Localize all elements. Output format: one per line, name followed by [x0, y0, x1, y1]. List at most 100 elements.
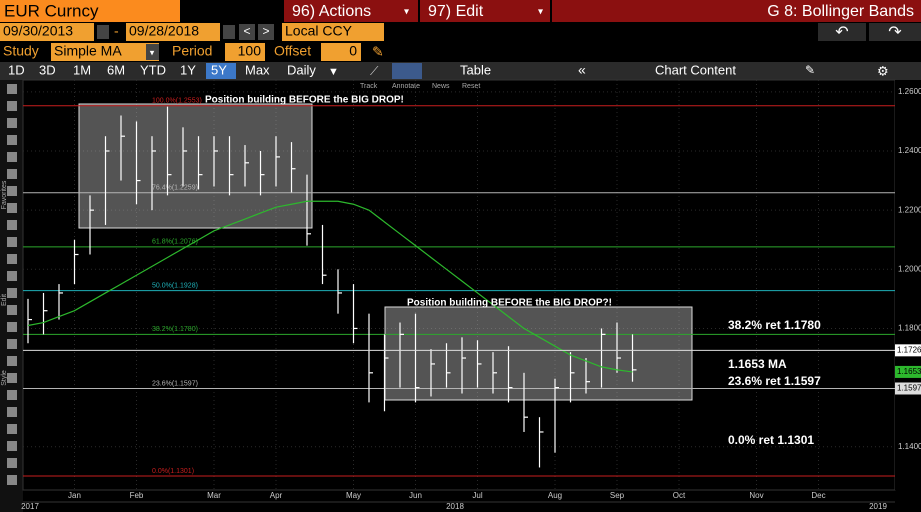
calendar-icon[interactable]: [223, 25, 235, 39]
year-label: 2019: [869, 502, 887, 511]
start-date-field[interactable]: [0, 23, 94, 41]
y-tick-label: 1.2400: [898, 146, 921, 155]
function: G 8: Bollinger Bands: [767, 3, 914, 20]
annotation-box: [78, 103, 313, 229]
range-button[interactable]: 3D: [39, 62, 56, 77]
security-box[interactable]: [0, 0, 180, 22]
annotation: 38.2% ret 1.1780: [728, 318, 821, 332]
edit-button[interactable]: [420, 0, 550, 22]
range-button[interactable]: 1D: [8, 62, 25, 77]
sidebar-icon[interactable]: [7, 458, 17, 468]
calendar-icon[interactable]: [97, 25, 109, 39]
study-label: Study: [3, 43, 39, 59]
y-tick-label: 1.2200: [898, 205, 921, 214]
sidebar-icon[interactable]: [7, 322, 17, 332]
redo-button[interactable]: [869, 23, 921, 41]
sidebar-icon[interactable]: [7, 424, 17, 434]
moving-average: [27, 200, 633, 373]
study-field[interactable]: [51, 43, 159, 61]
fib-label: 76.4%(1.2259): [152, 185, 198, 192]
fib-label: 23.6%(1.1597): [152, 380, 198, 387]
edit-icon[interactable]: ✎: [805, 63, 815, 77]
sidebar-icon[interactable]: [7, 186, 17, 196]
sidebar-icon[interactable]: [7, 356, 17, 366]
collapse-icon[interactable]: «: [578, 62, 586, 78]
sidebar-icon[interactable]: [7, 135, 17, 145]
range-button[interactable]: 5Y: [211, 62, 227, 77]
currency: Local CCY: [285, 23, 353, 39]
x-tick-label: Dec: [811, 491, 825, 500]
y-tick-label: 1.1800: [898, 324, 921, 333]
actions-button[interactable]: [284, 0, 418, 22]
period-field[interactable]: [225, 43, 265, 61]
study-dropdown[interactable]: [146, 44, 159, 60]
line-icon[interactable]: ⟋: [370, 64, 379, 78]
dash: -: [114, 23, 119, 39]
range-button[interactable]: 1M: [73, 62, 91, 77]
sidebar-icon[interactable]: [7, 237, 17, 247]
range-button[interactable]: YTD: [140, 62, 166, 77]
range-button[interactable]: Max: [245, 62, 270, 77]
chart-tool[interactable]: News: [432, 83, 450, 90]
sidebar-icon[interactable]: [7, 152, 17, 162]
annotation: 1.1653 MA: [728, 357, 787, 371]
range-button[interactable]: 1Y: [180, 62, 196, 77]
sidebar-icon[interactable]: [7, 169, 17, 179]
annotation-box: [384, 306, 693, 401]
frequency[interactable]: Daily: [287, 62, 316, 77]
sidebar-icon[interactable]: [7, 390, 17, 400]
chart-content-button[interactable]: Chart Content: [655, 62, 736, 77]
sidebar-icon[interactable]: [7, 441, 17, 451]
currency-field[interactable]: [282, 23, 384, 41]
range-button[interactable]: 6M: [107, 62, 125, 77]
plot-area: [22, 79, 896, 491]
price-label: 1.1653: [897, 367, 921, 376]
undo-button[interactable]: [818, 23, 866, 41]
security: EUR Curncy: [4, 1, 99, 20]
sidebar-icon[interactable]: [7, 254, 17, 264]
period-label: Period: [172, 43, 212, 59]
sidebar-icon[interactable]: [7, 373, 17, 383]
year-label: 2017: [21, 502, 39, 511]
annotation: 23.6% ret 1.1597: [728, 374, 821, 388]
bar-style-button[interactable]: [392, 63, 422, 79]
caret: ▾: [404, 7, 409, 18]
prev-button[interactable]: [239, 24, 255, 40]
sidebar-icon[interactable]: [7, 220, 17, 230]
annotation: Position building BEFORE the BIG DROP!: [205, 95, 404, 106]
price-label-box: [895, 382, 921, 395]
period: 100: [238, 43, 262, 59]
chart-tool[interactable]: Annotate: [392, 83, 420, 90]
sidebar-icon[interactable]: [7, 118, 17, 128]
price-label: 1.1597: [897, 384, 921, 393]
sidebar-icon[interactable]: [7, 203, 17, 213]
table-button[interactable]: Table: [460, 62, 491, 77]
chart-tool[interactable]: Reset: [462, 83, 480, 90]
sidebar-label: Edit: [1, 294, 8, 306]
end-date-field[interactable]: [126, 23, 220, 41]
offset-field[interactable]: [321, 43, 361, 61]
prev-arrow: <: [243, 24, 250, 38]
sidebar-icon[interactable]: [7, 339, 17, 349]
sidebar-icon[interactable]: [7, 475, 17, 485]
sidebar-icon[interactable]: [7, 305, 17, 315]
fib-label: 61.8%(1.2076): [152, 239, 198, 246]
x-tick-label: Aug: [548, 491, 562, 500]
fib-label: 38.2%(1.1780): [152, 326, 198, 333]
x-tick-label: Jan: [68, 491, 81, 500]
settings-icon[interactable]: ⚙: [877, 63, 889, 78]
price-label-box: [895, 344, 921, 357]
sidebar-icon[interactable]: [7, 407, 17, 417]
sidebar-icon[interactable]: [7, 271, 17, 281]
redo-icon: ↷: [888, 24, 902, 41]
sidebar-icon[interactable]: [7, 101, 17, 111]
sidebar-icon[interactable]: [7, 288, 17, 298]
next-button[interactable]: [258, 24, 274, 40]
pencil-icon[interactable]: ✎: [372, 44, 384, 60]
chart-tool[interactable]: Track: [360, 83, 378, 90]
sidebar-icon[interactable]: [7, 84, 17, 94]
sidebar-label: Style: [1, 370, 8, 386]
edit: 97) Edit: [428, 3, 484, 20]
x-tick-label: Apr: [270, 491, 283, 500]
